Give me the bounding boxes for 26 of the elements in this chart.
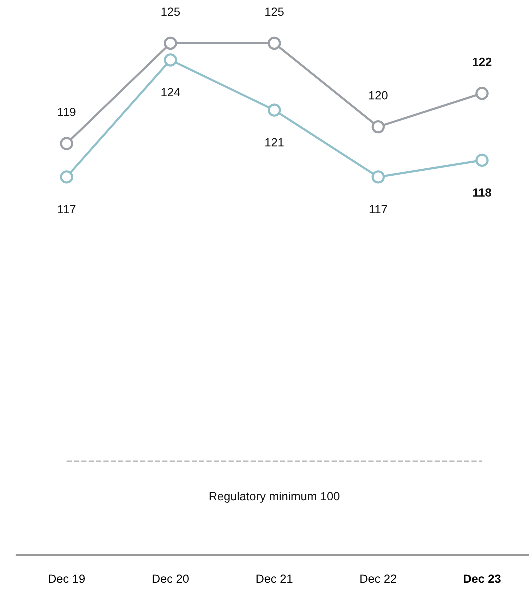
data-label: 122 <box>473 58 492 66</box>
ref-line-label: Regulatory minimum 100 <box>210 492 340 503</box>
point <box>372 120 386 134</box>
data-label: 119 <box>58 108 76 116</box>
point <box>60 170 74 184</box>
x-tick-label: Dec 21 <box>256 574 293 584</box>
point <box>476 87 489 100</box>
x-tick-label: Dec 20 <box>152 574 189 584</box>
x-tick-label: Dec 19 <box>49 574 85 584</box>
data-label: 117 <box>370 205 388 214</box>
point <box>60 137 74 150</box>
data-label: 125 <box>266 8 284 16</box>
x-tick-label: Dec 22 <box>360 574 397 584</box>
point <box>476 154 489 168</box>
data-label: 120 <box>369 91 388 100</box>
data-label: 118 <box>473 188 492 197</box>
data-label: 117 <box>58 205 76 214</box>
point <box>268 104 282 117</box>
point <box>372 170 386 184</box>
data-label: 124 <box>162 88 180 97</box>
x-tick-label: Dec 23 <box>464 574 501 584</box>
point <box>164 36 178 50</box>
point <box>164 54 178 67</box>
data-label: 121 <box>266 138 284 147</box>
point <box>268 36 282 50</box>
data-label: 125 <box>162 8 180 16</box>
